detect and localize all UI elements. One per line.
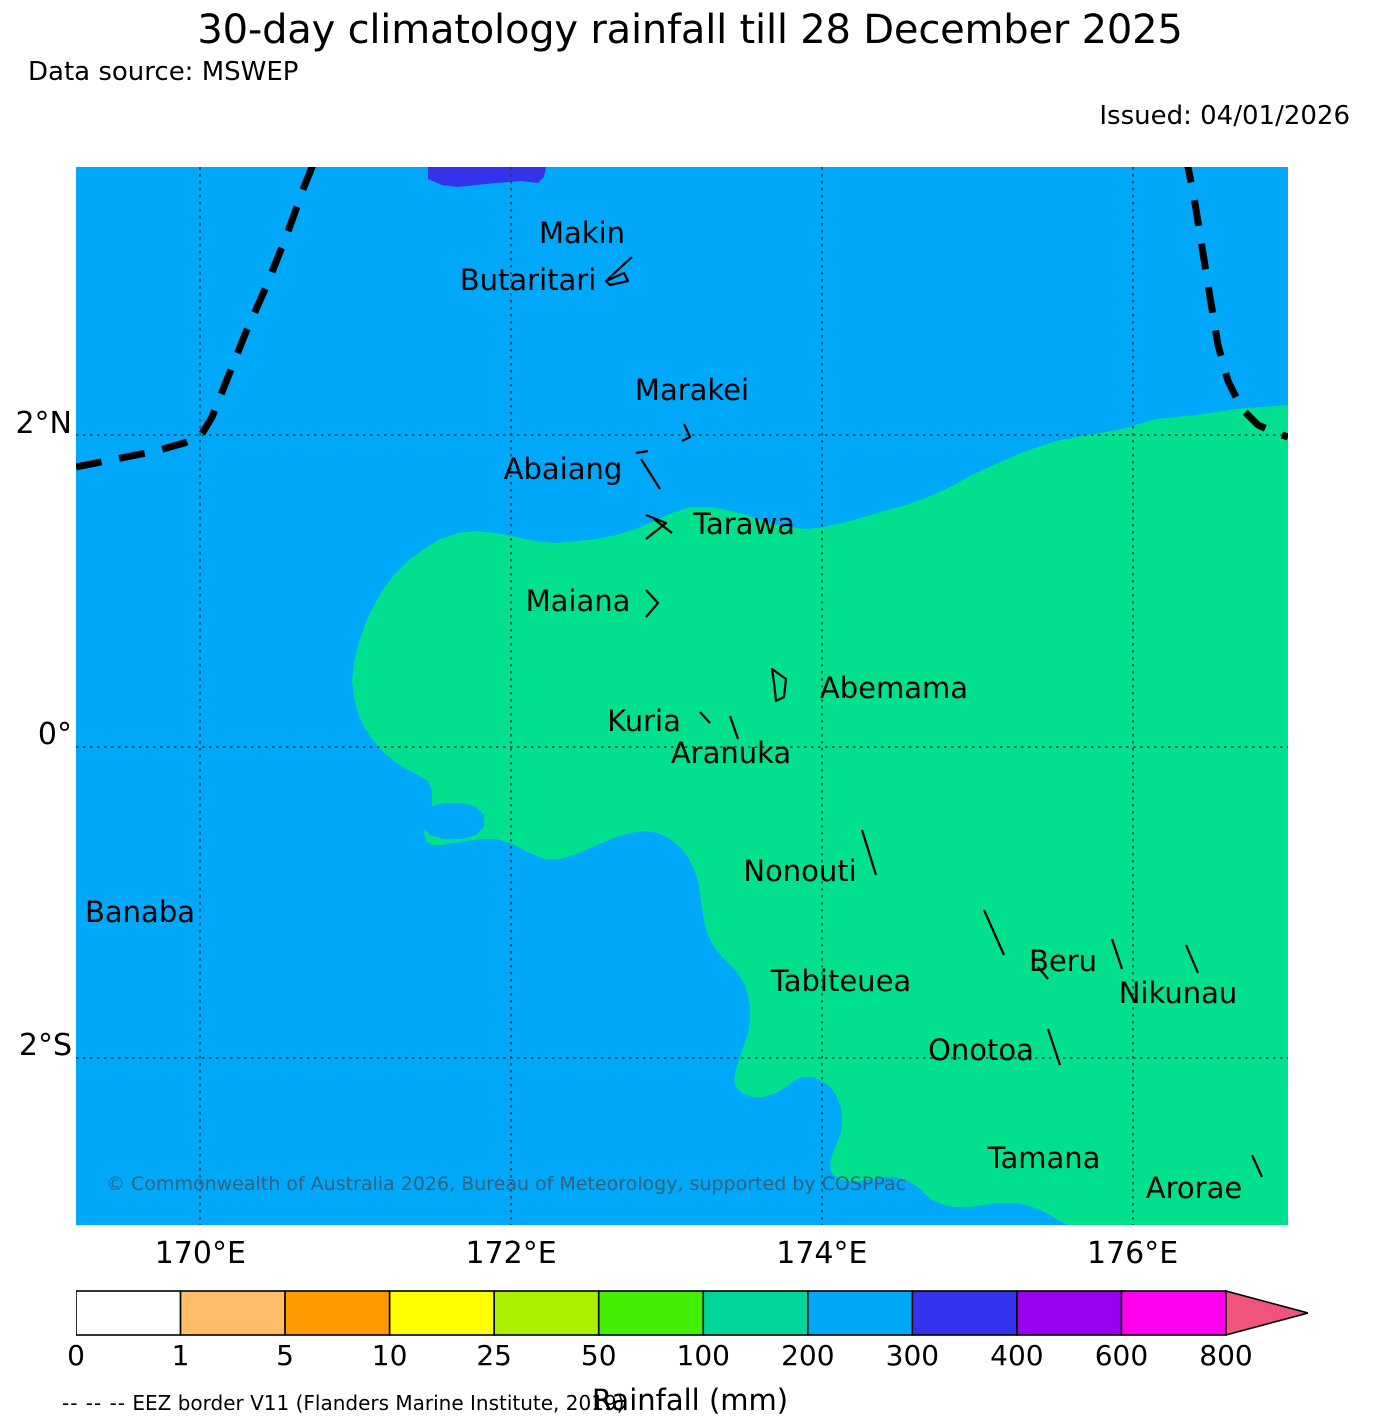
colorbar-tick-400: 400 <box>990 1339 1044 1372</box>
colorbar-tick-50: 50 <box>580 1339 617 1372</box>
island-label-butaritari: Butaritari <box>459 263 597 297</box>
lat-tick-label: 0° <box>37 716 72 752</box>
colorbar-swatches <box>76 1289 1308 1337</box>
lagoon-pocket-ocean <box>748 1125 798 1159</box>
map-raster <box>76 167 1288 1225</box>
lon-tick-label: 176°E <box>1087 1236 1179 1271</box>
island-label-nikunau: Nikunau <box>1118 976 1238 1010</box>
colorbar-title: Rainfall (mm) <box>591 1383 789 1417</box>
lon-tick-label: 170°E <box>154 1236 246 1271</box>
colorbar-tick-800: 800 <box>1199 1339 1253 1372</box>
eez-dash-sample: -- -- -- <box>62 1391 127 1415</box>
colorbar-tick-5: 5 <box>276 1339 294 1372</box>
island-label-aranuka: Aranuka <box>670 736 792 770</box>
coast-pocket-ocean-2 <box>422 803 484 839</box>
map-credit: © Commonwealth of Australia 2026, Bureau… <box>106 1173 907 1195</box>
colorbar-band-0-1 <box>76 1290 182 1336</box>
colorbar-band-600-800 <box>1120 1290 1227 1336</box>
colorbar-tick-0: 0 <box>67 1339 85 1372</box>
colorbar[interactable]: 0 1 5 10 25 50 100 200 300 400 600 800 <box>67 1289 1308 1372</box>
colorbar-band-50-100 <box>597 1290 705 1336</box>
island-label-tabiteuea: Tabiteuea <box>770 964 912 998</box>
island-label-banaba: Banaba <box>85 895 195 929</box>
colorbar-band-200-300 <box>807 1290 914 1336</box>
data-source-label: Data source: MSWEP <box>28 57 299 87</box>
island-label-tamana: Tamana <box>987 1141 1101 1175</box>
lat-tick-label: 2°S <box>18 1028 72 1064</box>
page-title: 30-day climatology rainfall till 28 Dece… <box>197 7 1183 53</box>
colorbar-tick-25: 25 <box>476 1339 512 1372</box>
colorbar-band-400-600 <box>1016 1290 1123 1336</box>
lon-tick-label: 172°E <box>465 1236 557 1271</box>
map-gridlines <box>76 167 1288 1225</box>
eez-border-line <box>76 167 1288 471</box>
island-label-beru: Beru <box>1028 944 1098 978</box>
island-label-marakei: Marakei <box>634 373 750 407</box>
eez-note-text: EEZ border V11 (Flanders Marine Institut… <box>132 1391 625 1415</box>
colorbar-band-100-200 <box>702 1290 809 1336</box>
colorbar-band-10-25 <box>388 1290 495 1336</box>
island-outline-glyphs <box>604 256 1264 1178</box>
colorbar-band-1-5 <box>179 1290 286 1336</box>
island-label-maiana: Maiana <box>525 584 631 618</box>
band-300-400-patch <box>428 167 546 187</box>
rainfall-map[interactable]: Makin Butaritari Marakei Abaiang Tarawa Maian… <box>76 167 1288 1225</box>
island-label-kuria: Kuria <box>607 704 681 738</box>
lon-tick-label: 174°E <box>776 1236 868 1271</box>
colorbar-over-arrow <box>1225 1289 1308 1337</box>
colorbar-band-25-50 <box>493 1290 600 1336</box>
colorbar-band-5-10 <box>284 1290 391 1336</box>
island-label-makin: Makin <box>538 216 626 250</box>
colorbar-tick-10: 10 <box>371 1339 408 1372</box>
island-label-abemama: Abemama <box>819 671 969 705</box>
colorbar-tick-200: 200 <box>781 1339 835 1372</box>
issued-date-label: Issued: 04/01/2026 <box>1099 101 1350 131</box>
band-100-200-region <box>352 405 1288 1225</box>
colorbar-band-300-400 <box>911 1290 1018 1336</box>
island-label-arorae: Arorae <box>1145 1171 1243 1205</box>
island-label-nonouti: Nonouti <box>743 854 857 888</box>
colorbar-tick-600: 600 <box>1094 1339 1149 1372</box>
colorbar-tick-300: 300 <box>885 1339 940 1372</box>
island-label-abaiang: Abaiang <box>503 452 623 486</box>
colorbar-tick-100: 100 <box>676 1339 730 1372</box>
lat-tick-label: 2°N <box>15 405 72 441</box>
island-label-tarawa: Tarawa <box>693 507 795 541</box>
colorbar-tick-1: 1 <box>171 1339 190 1372</box>
eez-legend-note: -- -- -- EEZ border V11 (Flanders Marine… <box>62 1391 624 1415</box>
island-label-onotoa: Onotoa <box>928 1033 1034 1067</box>
